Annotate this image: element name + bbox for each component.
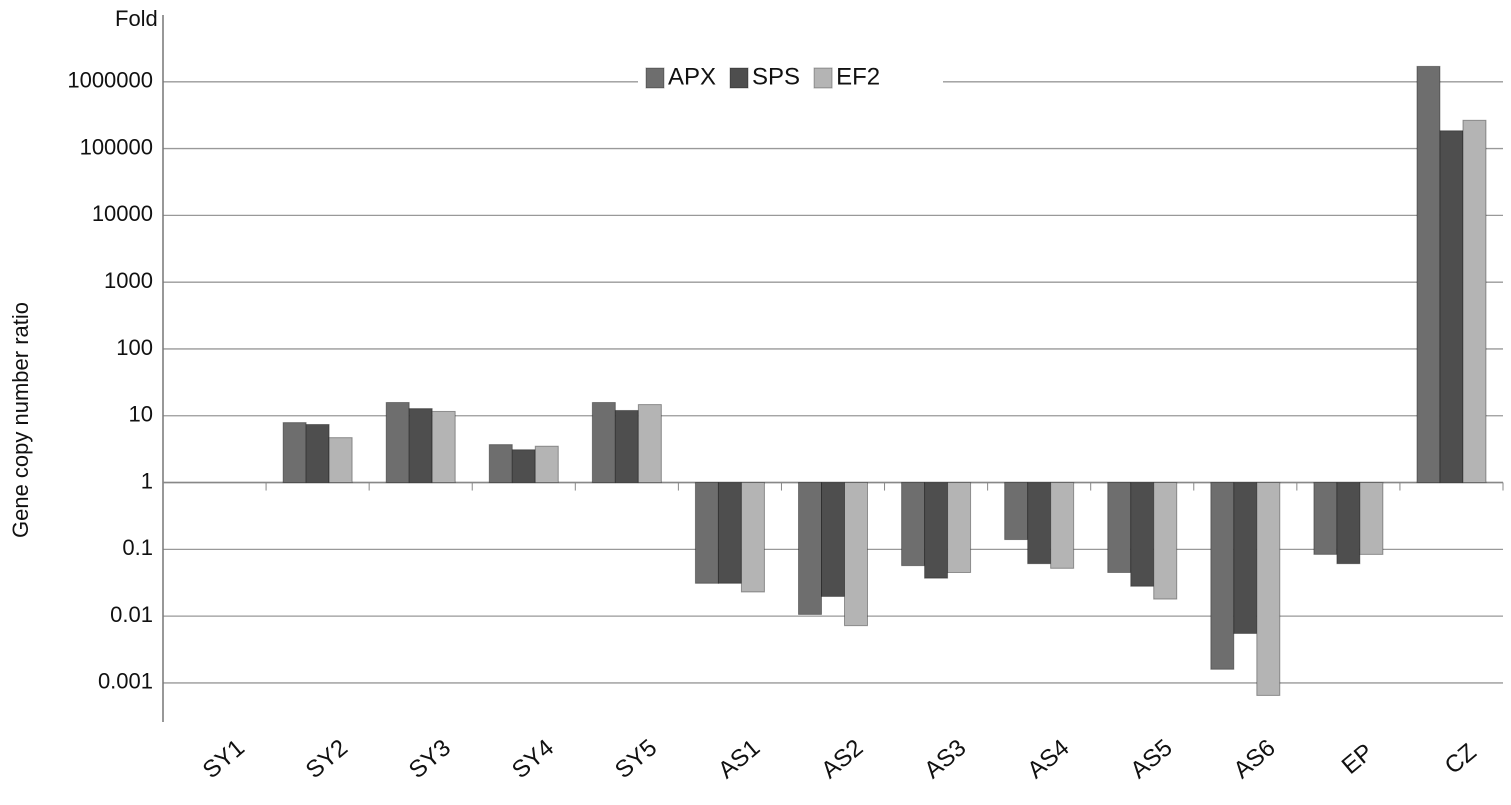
y-tick-label: 1000000 bbox=[67, 68, 153, 93]
x-tick-label: AS6 bbox=[1229, 734, 1281, 784]
legend-swatch bbox=[813, 67, 833, 89]
y-tick-label: 100000 bbox=[80, 134, 153, 159]
x-tick-label: CZ bbox=[1440, 738, 1482, 779]
bar bbox=[1313, 482, 1338, 555]
bar bbox=[1359, 482, 1384, 555]
x-tick-label: SY1 bbox=[198, 734, 250, 784]
bar bbox=[1416, 65, 1441, 484]
y-tick-label: 1 bbox=[141, 468, 153, 493]
bar bbox=[821, 482, 845, 597]
bar bbox=[740, 482, 765, 593]
x-tick-label: AS2 bbox=[816, 734, 868, 784]
bar bbox=[947, 482, 972, 574]
bar bbox=[282, 422, 307, 484]
y-tick-label: 0.1 bbox=[122, 535, 153, 560]
bar bbox=[328, 437, 353, 484]
bar bbox=[1210, 482, 1235, 670]
y-tick-label: 1000 bbox=[104, 268, 153, 293]
bar bbox=[1027, 482, 1052, 565]
x-tick-label: SY5 bbox=[610, 734, 662, 784]
legend-label: SPS bbox=[752, 63, 800, 90]
y-tick-label: 0.01 bbox=[110, 602, 153, 627]
bar bbox=[694, 482, 719, 584]
bar bbox=[305, 423, 330, 484]
legend-label: EF2 bbox=[836, 63, 880, 90]
bar bbox=[901, 482, 926, 567]
bar bbox=[1256, 482, 1281, 696]
x-tick-label: SY3 bbox=[404, 734, 456, 784]
x-tick-label: AS5 bbox=[1125, 734, 1177, 784]
bar bbox=[1004, 482, 1029, 541]
bar bbox=[637, 404, 662, 484]
bar bbox=[1439, 130, 1464, 484]
bar bbox=[408, 408, 433, 484]
y-axis-label: Gene copy number ratio bbox=[8, 302, 33, 538]
bar bbox=[431, 410, 456, 484]
bar bbox=[534, 445, 559, 484]
bar bbox=[1462, 119, 1487, 484]
bar bbox=[488, 444, 513, 484]
y-tick-label: 100 bbox=[116, 335, 153, 360]
bar bbox=[1336, 482, 1361, 565]
legend-background bbox=[638, 62, 943, 94]
bar bbox=[924, 482, 949, 579]
y-tick-label: 0.001 bbox=[98, 669, 153, 694]
bar bbox=[844, 482, 868, 627]
bar bbox=[511, 449, 536, 484]
bar bbox=[717, 482, 742, 584]
bar bbox=[614, 409, 639, 484]
x-tick-label: SY4 bbox=[507, 734, 559, 784]
chart-title: Fold bbox=[115, 6, 158, 31]
legend-swatch bbox=[729, 67, 749, 89]
legend-label: APX bbox=[668, 63, 716, 90]
bar bbox=[1233, 482, 1258, 634]
x-tick-label: AS3 bbox=[919, 734, 971, 784]
bar bbox=[798, 482, 822, 615]
bar bbox=[1050, 482, 1075, 569]
bar bbox=[385, 401, 410, 484]
x-tick-label: EP bbox=[1337, 738, 1379, 779]
x-tick-label: SY2 bbox=[301, 734, 353, 784]
bar bbox=[591, 401, 616, 484]
legend-swatch bbox=[645, 67, 665, 89]
y-tick-label: 10 bbox=[129, 402, 153, 427]
bar bbox=[1107, 482, 1132, 574]
bar bbox=[1153, 482, 1178, 600]
y-tick-label: 10000 bbox=[92, 201, 153, 226]
x-tick-label: AS4 bbox=[1022, 734, 1074, 784]
x-tick-label: AS1 bbox=[713, 734, 765, 784]
bar bbox=[1130, 482, 1155, 587]
